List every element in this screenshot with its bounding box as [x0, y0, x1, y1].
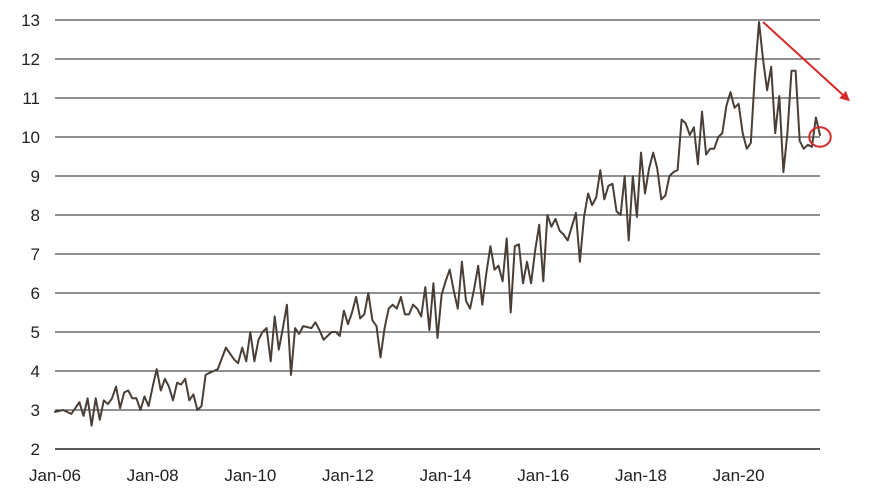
x-tick-label: Jan-18	[615, 466, 667, 485]
x-tick-label: Jan-10	[224, 466, 276, 485]
x-tick-label: Jan-14	[420, 466, 472, 485]
y-tick-label: 7	[31, 245, 40, 264]
y-tick-label: 9	[31, 167, 40, 186]
x-tick-label: Jan-16	[517, 466, 569, 485]
highlight-circle	[808, 126, 832, 148]
gridlines	[55, 19, 820, 450]
y-tick-label: 2	[31, 440, 40, 459]
y-tick-label: 6	[31, 284, 40, 303]
y-tick-label: 3	[31, 401, 40, 420]
x-axis: Jan-06 Jan-08 Jan-10 Jan-12 Jan-14 Jan-16 Jan-…	[29, 466, 765, 485]
x-tick-label: Jan-20	[713, 466, 765, 485]
trend-arrow	[762, 21, 850, 102]
y-tick-label: 8	[31, 206, 40, 225]
series-group	[54, 21, 821, 427]
series-line	[54, 21, 821, 427]
y-tick-label: 4	[31, 362, 40, 381]
annotations	[762, 21, 850, 148]
x-tick-label: Jan-12	[322, 466, 374, 485]
x-tick-label: Jan-06	[29, 466, 81, 485]
y-tick-label: 5	[31, 323, 40, 342]
y-axis: 2 3 4 5 6 7 8 9 10 11 12 13	[21, 11, 40, 459]
x-tick-label: Jan-08	[127, 466, 179, 485]
y-tick-label: 12	[21, 50, 40, 69]
y-tick-label: 10	[21, 128, 40, 147]
y-tick-label: 13	[21, 11, 40, 30]
y-tick-label: 11	[22, 89, 40, 108]
